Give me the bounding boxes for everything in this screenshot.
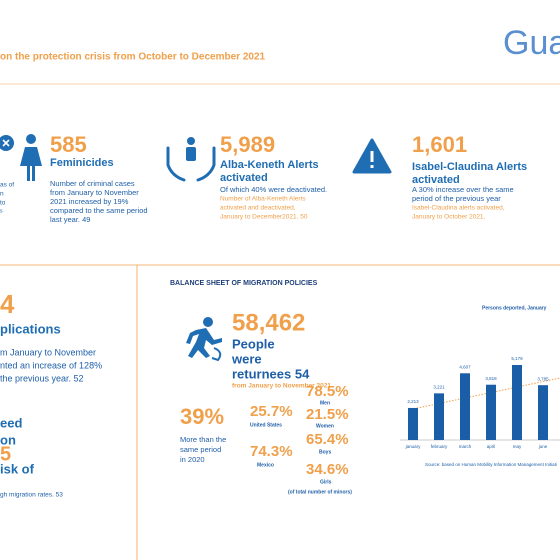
- label: eed: [0, 415, 22, 430]
- x-tick-label: april: [487, 444, 496, 449]
- bar: [538, 385, 548, 440]
- value-label: 5,179: [511, 356, 523, 361]
- label: People: [232, 336, 275, 351]
- source: Source: based on Human Mobility Informat…: [425, 462, 557, 467]
- person-icon: [20, 134, 42, 181]
- x-tick-label: february: [431, 444, 448, 449]
- label: plications: [0, 321, 61, 336]
- note: January to October 2021.: [412, 214, 486, 221]
- note: activated and deactivated,: [220, 205, 296, 212]
- text: compared to the same period: [50, 206, 148, 215]
- value: 5: [0, 443, 11, 465]
- icon: [2, 139, 10, 147]
- note: (of total number of minors): [288, 489, 352, 495]
- text: in 2020: [180, 455, 205, 464]
- label: returnees 54: [232, 366, 310, 381]
- label: Alba-Keneth Alerts: [220, 159, 319, 171]
- value: 78.5%: [306, 383, 349, 400]
- value: 5,989: [220, 132, 275, 157]
- text: from January to November: [50, 188, 139, 197]
- text: Of which 40% were deactivated.: [220, 185, 327, 194]
- label: were: [231, 351, 262, 366]
- subtitle: on the protection crisis from October to…: [0, 52, 266, 63]
- note: Number of Alba-Keneth Alerts: [220, 196, 306, 203]
- text: 2021 increased by 19%: [50, 197, 129, 206]
- x-tick-label: june: [538, 444, 548, 449]
- label: Men: [320, 400, 330, 406]
- bar: [408, 407, 418, 440]
- value: 1,601: [412, 132, 467, 157]
- text: Number of criminal cases: [50, 179, 135, 188]
- text: m January to November: [0, 347, 96, 357]
- x-tick-label: january: [405, 444, 422, 449]
- trend-line: [407, 377, 560, 411]
- value: 25.7%: [250, 403, 293, 420]
- text: period of the previous year: [412, 194, 501, 203]
- title: Gua: [503, 24, 560, 62]
- value: 585: [50, 132, 87, 157]
- chart-title: Persons deported, January: [482, 305, 547, 311]
- label: United States: [250, 422, 282, 428]
- value-label: 3,221: [433, 385, 445, 390]
- bar: [512, 365, 522, 440]
- value: 4: [0, 289, 15, 319]
- value: 65.4%: [306, 431, 349, 448]
- text: same period: [180, 445, 221, 454]
- text: the previous year. 52: [0, 373, 84, 383]
- value: 34.6%: [306, 461, 349, 478]
- text: nted an increase of 128%: [0, 360, 102, 370]
- child-icon: [186, 137, 196, 161]
- label: Feminicides: [50, 157, 114, 169]
- label: Women: [316, 423, 334, 429]
- label: activated: [412, 174, 460, 186]
- warning-icon: [370, 151, 374, 162]
- bar: [486, 384, 496, 440]
- value-label: 3,818: [485, 376, 497, 381]
- value: 39%: [180, 404, 224, 429]
- fragment: to: [0, 200, 6, 207]
- value: 21.5%: [306, 406, 349, 423]
- note: January to December2021. 50: [220, 214, 308, 221]
- text: More than the: [180, 435, 226, 444]
- value-label: 3,785: [537, 376, 549, 381]
- text: A 30% increase over the same: [412, 185, 514, 194]
- value-label: 4,607: [459, 364, 471, 369]
- section-title: BALANCE SHEET OF MIGRATION POLICIES: [170, 280, 318, 287]
- bar: [434, 393, 444, 440]
- label: Girls: [320, 479, 332, 485]
- label: Boys: [319, 449, 331, 455]
- label: Mexico: [257, 462, 274, 468]
- fragment: n: [0, 191, 4, 198]
- label: on: [0, 432, 16, 447]
- label: Isabel-Claudina Alerts: [412, 161, 527, 173]
- warning-icon: [370, 165, 374, 168]
- text: gh migration rates. 53: [0, 492, 63, 499]
- x-tick-label: may: [513, 444, 522, 449]
- fragment: as of: [0, 182, 14, 189]
- note: Isabel-Claudina alerts activated,: [412, 205, 505, 212]
- fragment: s: [0, 208, 3, 214]
- value: 58,462: [232, 309, 305, 336]
- value-label: 2,213: [407, 399, 419, 404]
- text: last year. 49: [50, 215, 90, 224]
- x-tick-label: march: [459, 444, 472, 449]
- value: 74.3%: [250, 443, 293, 460]
- bar: [460, 373, 470, 440]
- note: from January to November 2021: [232, 383, 331, 390]
- runner-icon: [186, 317, 222, 362]
- label: activated: [220, 172, 268, 184]
- hands-icon: [166, 146, 216, 182]
- label: isk of: [0, 461, 35, 476]
